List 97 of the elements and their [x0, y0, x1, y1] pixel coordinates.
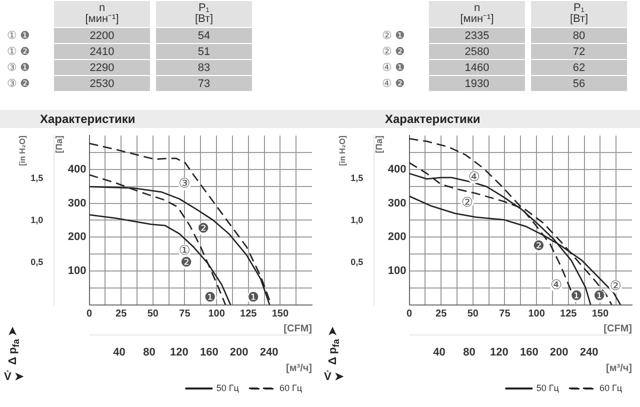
data-label: 72 [531, 44, 627, 59]
x2-tick-label: 40 [433, 346, 446, 358]
data-label: 1930 [429, 76, 525, 91]
y-tick-label: 300 [388, 197, 406, 210]
annotation: ❶ [594, 289, 606, 304]
annotation: ② [461, 195, 474, 210]
y-tick-label: 100 [388, 264, 406, 277]
category-label: ④ ❷ [381, 77, 406, 91]
data-label: 51 [156, 44, 252, 59]
annotation: ❷ [180, 256, 192, 271]
annotation: ③ [178, 176, 190, 192]
y-tick-label: 200 [68, 231, 86, 244]
legend-label: 50 Гц [536, 382, 559, 393]
y-axis-title: [Па] [54, 136, 64, 154]
x-tick-label: 25 [436, 308, 448, 320]
x2-tick-label: 240 [580, 346, 598, 358]
series-label: P₁ [Вт] [156, 1, 252, 27]
y2-axis-title: [in H₂O] [338, 135, 348, 166]
y2-axis-title: [in H₂O] [18, 135, 28, 166]
legend-label: 60 Гц [279, 382, 302, 393]
x-tick-label: 50 [147, 308, 159, 320]
category-label: ② ❶ [381, 29, 406, 43]
x-tick-label: 150 [592, 308, 609, 320]
x2-tick-label: 200 [550, 346, 568, 358]
x2-tick-label: 120 [490, 346, 508, 358]
annotation: ① [178, 243, 190, 258]
text: V̇ ➤ [4, 370, 24, 383]
series-label: n [мин⁻¹] [54, 1, 150, 27]
text: V̇ ➤ [324, 370, 344, 383]
annotation: ❶ [248, 290, 260, 306]
y2-tick-label: 1,0 [350, 214, 364, 225]
annotation: ④ [550, 278, 562, 294]
data-label: 2410 [54, 44, 150, 59]
y-tick-label: 200 [388, 231, 406, 244]
x-tick-label: 0 [406, 308, 412, 320]
y2-tick-label: 0,5 [30, 257, 44, 268]
chart-title: Характеристики [40, 112, 136, 126]
data-label: 54 [156, 28, 252, 43]
y-tick-label: 300 [68, 197, 86, 210]
x-tick-label: 75 [179, 308, 191, 320]
data-label: 62 [531, 60, 627, 75]
series-label: P₁ [Вт] [531, 1, 627, 27]
annotation: ❶ [570, 289, 582, 304]
annotation: ❷ [532, 238, 545, 254]
category-label: ① ❶ [6, 29, 32, 43]
x2-tick-label: 160 [200, 346, 218, 358]
x-tick-label: 125 [560, 308, 578, 320]
annotation: ④ [468, 170, 480, 185]
data-label: 2335 [429, 28, 525, 43]
category-label: ③ ❷ [6, 77, 32, 91]
x2-tick-label: 40 [113, 346, 126, 358]
y-axis-title: [Па] [374, 136, 384, 154]
category-label: ③ ❶ [6, 61, 32, 75]
annotation: ② [610, 279, 622, 294]
data-label: 1460 [429, 60, 525, 75]
category-label: ② ❷ [381, 45, 406, 59]
data-label: 2530 [54, 76, 150, 91]
y-tick-label: 100 [68, 264, 86, 277]
x2-tick-label: 240 [260, 346, 278, 358]
y2-tick-label: 1,5 [350, 172, 364, 183]
y2-tick-label: 0,5 [350, 257, 364, 268]
x-axis-title: [CFM] [604, 324, 632, 335]
x-tick-label: 100 [528, 308, 546, 320]
y-tick-label: 400 [68, 163, 86, 176]
x-tick-label: 25 [116, 308, 128, 320]
x2-tick-label: 120 [170, 346, 188, 358]
x-tick-label: 125 [240, 308, 258, 320]
y2-tick-label: 1,0 [30, 214, 44, 225]
category-label: ① ❷ [6, 45, 32, 59]
data-label: 73 [156, 76, 252, 91]
annotation: ❶ [204, 290, 216, 306]
y2-tick-label: 1,5 [30, 172, 44, 183]
x2-axis-title: [м³/ч] [606, 362, 632, 374]
data-label: 2200 [54, 28, 150, 43]
category-label: ④ ❶ [381, 61, 406, 75]
legend-label: 50 Гц [216, 382, 239, 393]
data-label: 2290 [54, 60, 150, 75]
data-label: 56 [531, 76, 627, 91]
y-tick-label: 400 [388, 163, 406, 176]
x-tick-label: 150 [272, 308, 289, 320]
data-label: 83 [156, 60, 252, 75]
x2-tick-label: 160 [520, 346, 538, 358]
annotation: ❷ [198, 222, 210, 237]
legend-label: 60 Гц [599, 382, 622, 393]
x-axis-title: [CFM] [284, 324, 312, 335]
x-tick-label: 50 [467, 308, 479, 320]
x-tick-label: 75 [499, 308, 511, 320]
x-tick-label: 0 [86, 308, 92, 320]
x2-tick-label: 80 [463, 346, 476, 358]
data-label: 80 [531, 28, 627, 43]
series-label: n [мин⁻¹] [429, 1, 525, 27]
x-tick-label: 100 [208, 308, 226, 320]
x2-axis-title: [м³/ч] [286, 362, 312, 374]
chart-title: Характеристики [385, 112, 480, 126]
data-label: 2580 [429, 44, 525, 59]
x2-tick-label: 200 [230, 346, 248, 358]
x2-tick-label: 80 [143, 346, 156, 358]
